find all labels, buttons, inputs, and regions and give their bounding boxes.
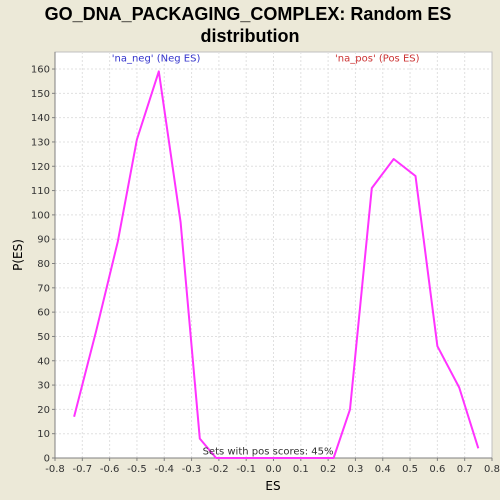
x-tick-label: -0.7 xyxy=(73,464,93,475)
y-tick-label: 140 xyxy=(31,113,50,124)
chart-annotation: 'na_pos' (Pos ES) xyxy=(335,54,420,65)
x-tick-label: 0.2 xyxy=(320,464,336,475)
chart-annotation: Sets with pos scores: 45% xyxy=(203,446,334,457)
y-tick-label: 120 xyxy=(31,162,50,173)
x-tick-label: 0.1 xyxy=(293,464,309,475)
y-tick-label: 0 xyxy=(44,454,50,465)
x-axis-title: ES xyxy=(265,479,280,493)
y-tick-label: 110 xyxy=(31,186,50,197)
y-tick-label: 70 xyxy=(37,283,50,294)
x-tick-label: -0.3 xyxy=(182,464,202,475)
x-tick-label: -0.6 xyxy=(100,464,120,475)
x-tick-label: 0.6 xyxy=(429,464,445,475)
chart-title-line1: GO_DNA_PACKAGING_COMPLEX: Random ES xyxy=(45,4,452,24)
series-layer xyxy=(73,70,480,459)
y-tick-label: 20 xyxy=(37,405,50,416)
x-tick-label: -0.2 xyxy=(209,464,229,475)
y-tick-label: 150 xyxy=(31,89,50,100)
y-tick-label: 10 xyxy=(37,429,50,440)
plot-area xyxy=(54,51,493,459)
y-tick-label: 30 xyxy=(37,381,50,392)
y-tick-label: 130 xyxy=(31,137,50,148)
y-axis-title: P(ES) xyxy=(11,239,25,271)
y-tick-label: 80 xyxy=(37,259,50,270)
x-tick-label: 0.3 xyxy=(347,464,363,475)
x-tick-label: 0.8 xyxy=(484,464,500,475)
chart-annotation: 'na_neg' (Neg ES) xyxy=(112,54,201,65)
x-tick-label: 0.4 xyxy=(375,464,391,475)
annotations: 'na_neg' (Neg ES) 'na_pos' (Pos ES) Sets w… xyxy=(112,54,420,458)
series-line xyxy=(73,70,480,459)
x-tick-label: 0.0 xyxy=(266,464,282,475)
y-tick-label: 100 xyxy=(31,210,50,221)
y-tick-label: 40 xyxy=(37,356,50,367)
y-tick-label: 160 xyxy=(31,65,50,76)
y-tick-label: 50 xyxy=(37,332,50,343)
x-tick-label: -0.5 xyxy=(127,464,147,475)
x-tick-label: -0.1 xyxy=(236,464,256,475)
y-tick-label: 60 xyxy=(37,308,50,319)
x-tick-label: 0.5 xyxy=(402,464,418,475)
x-tick-label: -0.4 xyxy=(154,464,174,475)
y-tick-label: 90 xyxy=(37,235,50,246)
chart-title-line2: distribution xyxy=(201,26,300,46)
x-tick-label: -0.8 xyxy=(45,464,65,475)
x-tick-label: 0.7 xyxy=(457,464,473,475)
